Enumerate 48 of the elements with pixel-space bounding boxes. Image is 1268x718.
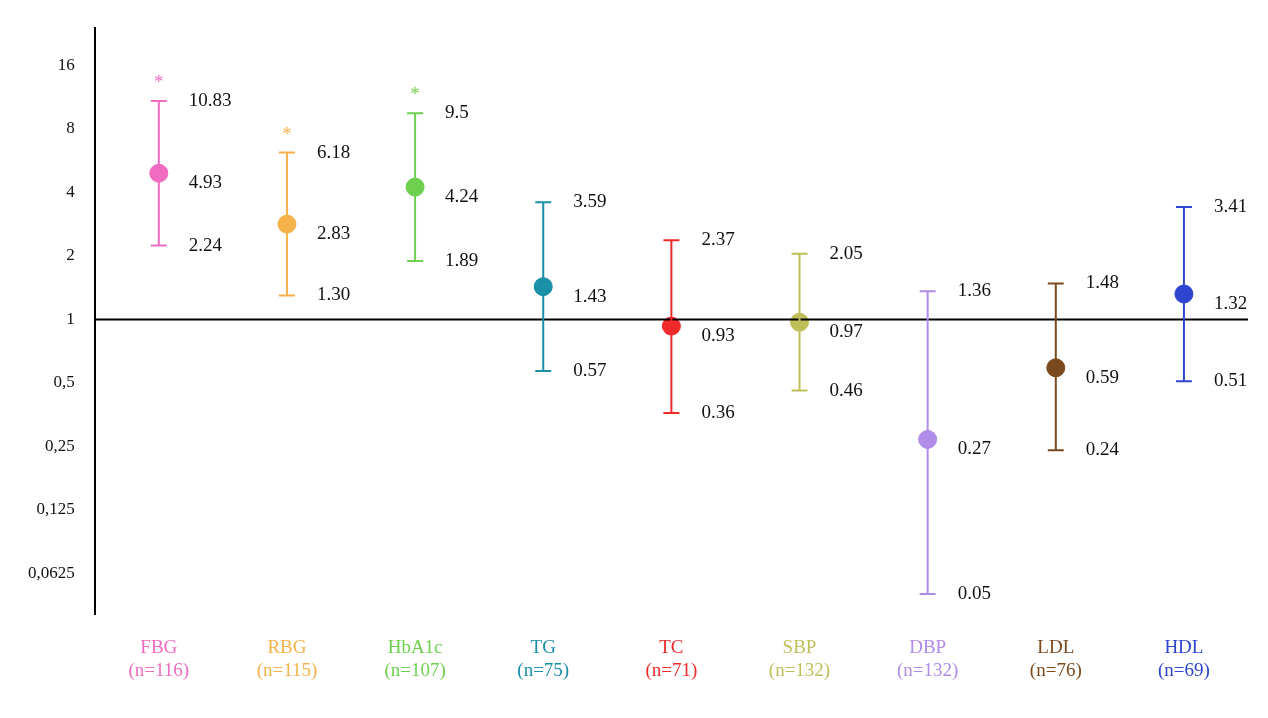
x-tick-label: DBP (n=132): [896, 635, 959, 681]
annotation: 3.41: [1213, 195, 1248, 216]
y-tick-label: 4: [66, 181, 76, 201]
data-label: 4.93: [188, 171, 223, 193]
data-label: 0.97: [829, 320, 863, 342]
y-tick-label: 2: [66, 245, 75, 265]
annotation: 2.37: [701, 228, 735, 250]
data-label: 2.83: [316, 222, 351, 244]
annotation: 1.30: [316, 283, 351, 305]
annotation: *: [410, 83, 420, 105]
annotation: 2.24: [188, 233, 223, 255]
y-tick-label: 8: [66, 118, 75, 138]
annotation: 1.48: [1085, 271, 1120, 293]
y-tick-label: 16: [57, 54, 75, 74]
annotation: 9.5: [445, 101, 469, 123]
y-tick-label: 0,0625: [28, 562, 75, 582]
annotation: 0.57: [573, 358, 607, 380]
annotation: 0.51: [1213, 369, 1248, 391]
data-label: 1.32: [1213, 291, 1248, 313]
annotation: 0.36: [701, 401, 735, 423]
annotation: *: [282, 122, 292, 144]
annotation: 0.24: [1085, 438, 1120, 460]
annotation: 3.59: [573, 190, 607, 212]
annotation: 6.18: [316, 140, 351, 162]
y-tick-label: 0,25: [45, 435, 75, 455]
annotation: 1.36: [957, 279, 991, 301]
annotation: *: [154, 71, 164, 93]
data-label: 4.24: [445, 185, 479, 207]
x-tick-label: HbA1c (n=107): [384, 635, 446, 681]
data-label: 0.27: [957, 437, 991, 459]
x-tick-label: SBP (n=132): [768, 635, 831, 681]
annotation: 10.83: [188, 89, 232, 111]
annotation: 0.46: [829, 378, 863, 400]
x-tick-label: LDL (n=76): [1029, 635, 1082, 681]
y-tick-label: 0,5: [53, 372, 75, 392]
y-tick-label: 0,125: [36, 499, 75, 519]
data-label: 0.59: [1085, 365, 1120, 387]
annotation: 2.05: [829, 241, 863, 263]
data-label: 0.93: [701, 324, 735, 346]
x-tick-label: TG (n=75): [517, 635, 570, 681]
x-tick-label: FBG (n=116): [128, 635, 190, 681]
data-label: 1.43: [573, 284, 607, 306]
annotation: 0.05: [957, 581, 991, 603]
x-tick-label: HDL (n=69): [1157, 635, 1210, 681]
annotation: 1.89: [445, 249, 479, 271]
y-tick-label: 1: [66, 308, 75, 328]
x-tick-label: RBG (n=115): [256, 635, 318, 681]
x-tick-label: TC (n=71): [645, 635, 698, 681]
